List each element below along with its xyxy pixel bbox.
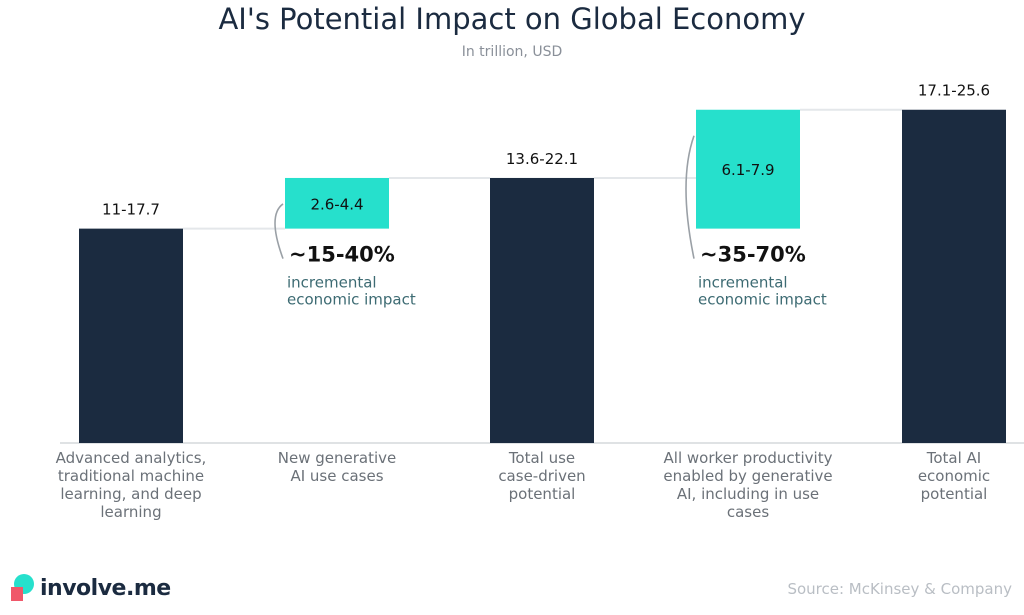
- annotation-text: economic impact: [287, 291, 416, 309]
- annotation-text: incremental: [698, 274, 788, 292]
- x-tick-label: learning: [100, 503, 161, 521]
- waterfall-chart: 11-17.7 Advanced analytics,traditional ma…: [56, 82, 1024, 521]
- total-bar: [79, 228, 183, 443]
- x-tick-label: economic: [918, 467, 990, 485]
- bar-value-label: 17.1-25.6: [918, 82, 990, 100]
- increment-bar: [285, 177, 389, 229]
- x-tick-label: enabled by generative: [663, 467, 832, 485]
- annotation-value: ~35-70%: [700, 243, 806, 267]
- bar-value-label: 11-17.7: [102, 201, 160, 219]
- x-tick-label: cases: [727, 503, 769, 521]
- x-tick-label: potential: [921, 485, 988, 503]
- x-tick-label: learning, and deep: [60, 485, 201, 503]
- brace-arc: [685, 135, 695, 259]
- x-tick-label: potential: [509, 485, 576, 503]
- x-tick-label: traditional machine: [58, 467, 204, 485]
- brace-arc: [274, 203, 284, 259]
- x-tick-label: case-driven: [498, 467, 585, 485]
- logo-mark-icon: [11, 574, 34, 601]
- chart-subtitle: In trillion, USD: [461, 44, 563, 60]
- total-bar: [902, 109, 1006, 443]
- x-tick-label: Total use: [508, 449, 575, 467]
- source-note: Source: McKinsey & Company: [787, 580, 1012, 598]
- x-tick-label: Advanced analytics,: [56, 449, 207, 467]
- annotation-text: incremental: [287, 274, 377, 292]
- bar-value-label: 6.1-7.9: [721, 161, 774, 179]
- annotation-value: ~15-40%: [289, 243, 395, 267]
- x-tick-label: AI use cases: [290, 467, 383, 485]
- bar-value-label: 2.6-4.4: [310, 195, 363, 213]
- annotation-text: economic impact: [698, 291, 827, 309]
- x-tick-label: All worker productivity: [664, 449, 833, 467]
- brand-logo: involve.me: [8, 571, 171, 605]
- bar-value-label: 13.6-22.1: [506, 150, 578, 168]
- x-tick-label: New generative: [278, 449, 396, 467]
- brand-name: involve.me: [40, 575, 171, 601]
- chart-title: AI's Potential Impact on Global Economy: [218, 2, 806, 36]
- x-tick-label: AI, including in use: [677, 485, 819, 503]
- increment-bar: [696, 109, 800, 229]
- x-tick-label: Total AI: [926, 449, 982, 467]
- total-bar: [490, 177, 594, 444]
